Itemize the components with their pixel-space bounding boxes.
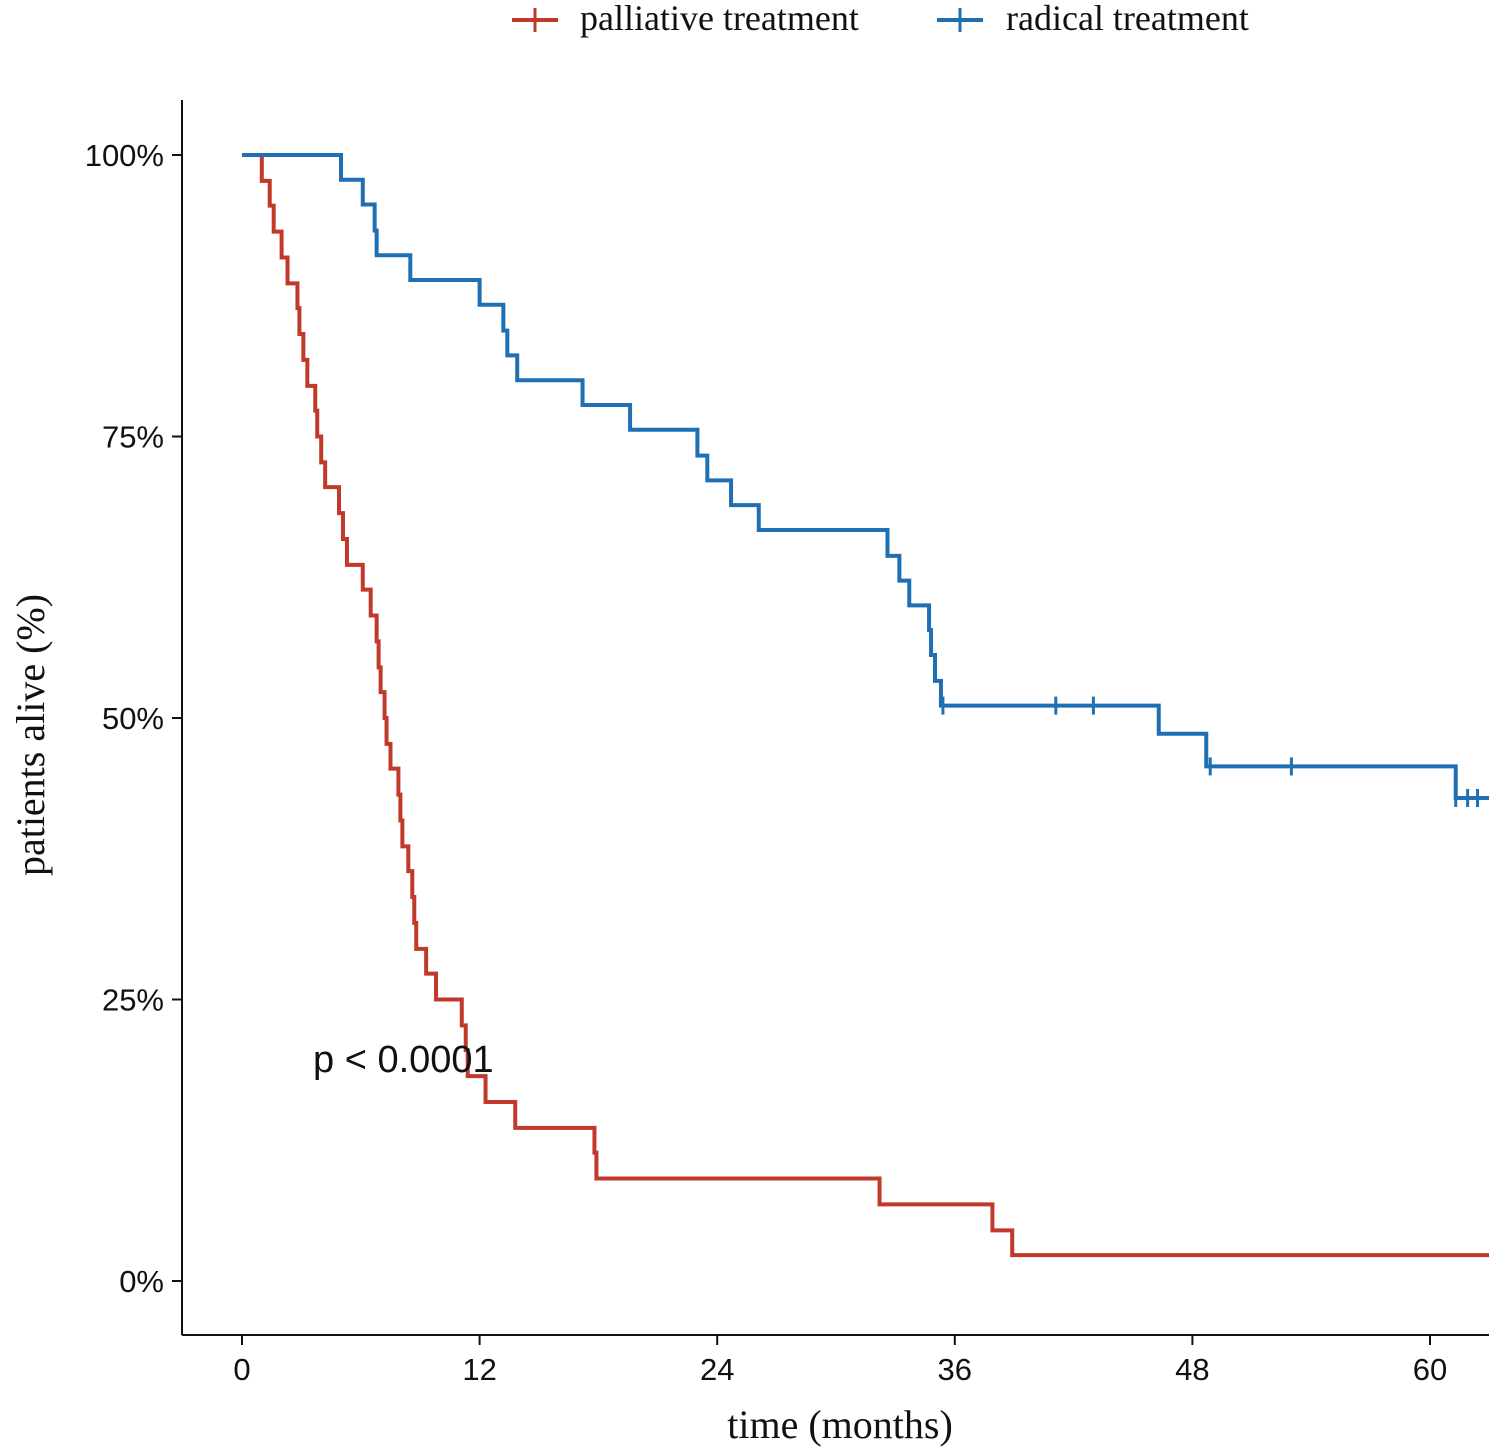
p-value-annotation: p < 0.0001 <box>313 1039 494 1081</box>
x-axis-title: time (months) <box>727 1402 953 1447</box>
y-axis-title: patients alive (%) <box>8 594 53 876</box>
series-layer <box>242 153 1489 1258</box>
legend-label-palliative: palliative treatment <box>580 0 859 38</box>
legend-item-radical[interactable]: radical treatment <box>937 0 1249 38</box>
survival-curve-palliative <box>242 153 1489 1258</box>
legend-label-radical: radical treatment <box>1006 0 1249 38</box>
legend-item-palliative[interactable]: palliative treatment <box>512 0 859 38</box>
survival-curve-radical <box>242 153 1489 800</box>
x-tick-label: 12 <box>462 1352 496 1387</box>
y-tick-label: 75% <box>102 420 164 455</box>
legend: palliative treatment radical treatment <box>512 0 1249 38</box>
y-tick-label: 0% <box>119 1264 164 1299</box>
x-tick-label: 0 <box>233 1352 250 1387</box>
y-tick-label: 50% <box>102 701 164 736</box>
x-ticks: 0 12 24 36 48 60 <box>233 1335 1447 1387</box>
x-tick-label: 36 <box>938 1352 972 1387</box>
y-tick-label: 25% <box>102 983 164 1018</box>
x-tick-label: 48 <box>1175 1352 1209 1387</box>
y-ticks: 0% 25% 50% 75% 100% <box>85 138 182 1299</box>
x-tick-label: 60 <box>1413 1352 1447 1387</box>
y-tick-label: 100% <box>85 138 164 173</box>
x-tick-label: 24 <box>700 1352 734 1387</box>
